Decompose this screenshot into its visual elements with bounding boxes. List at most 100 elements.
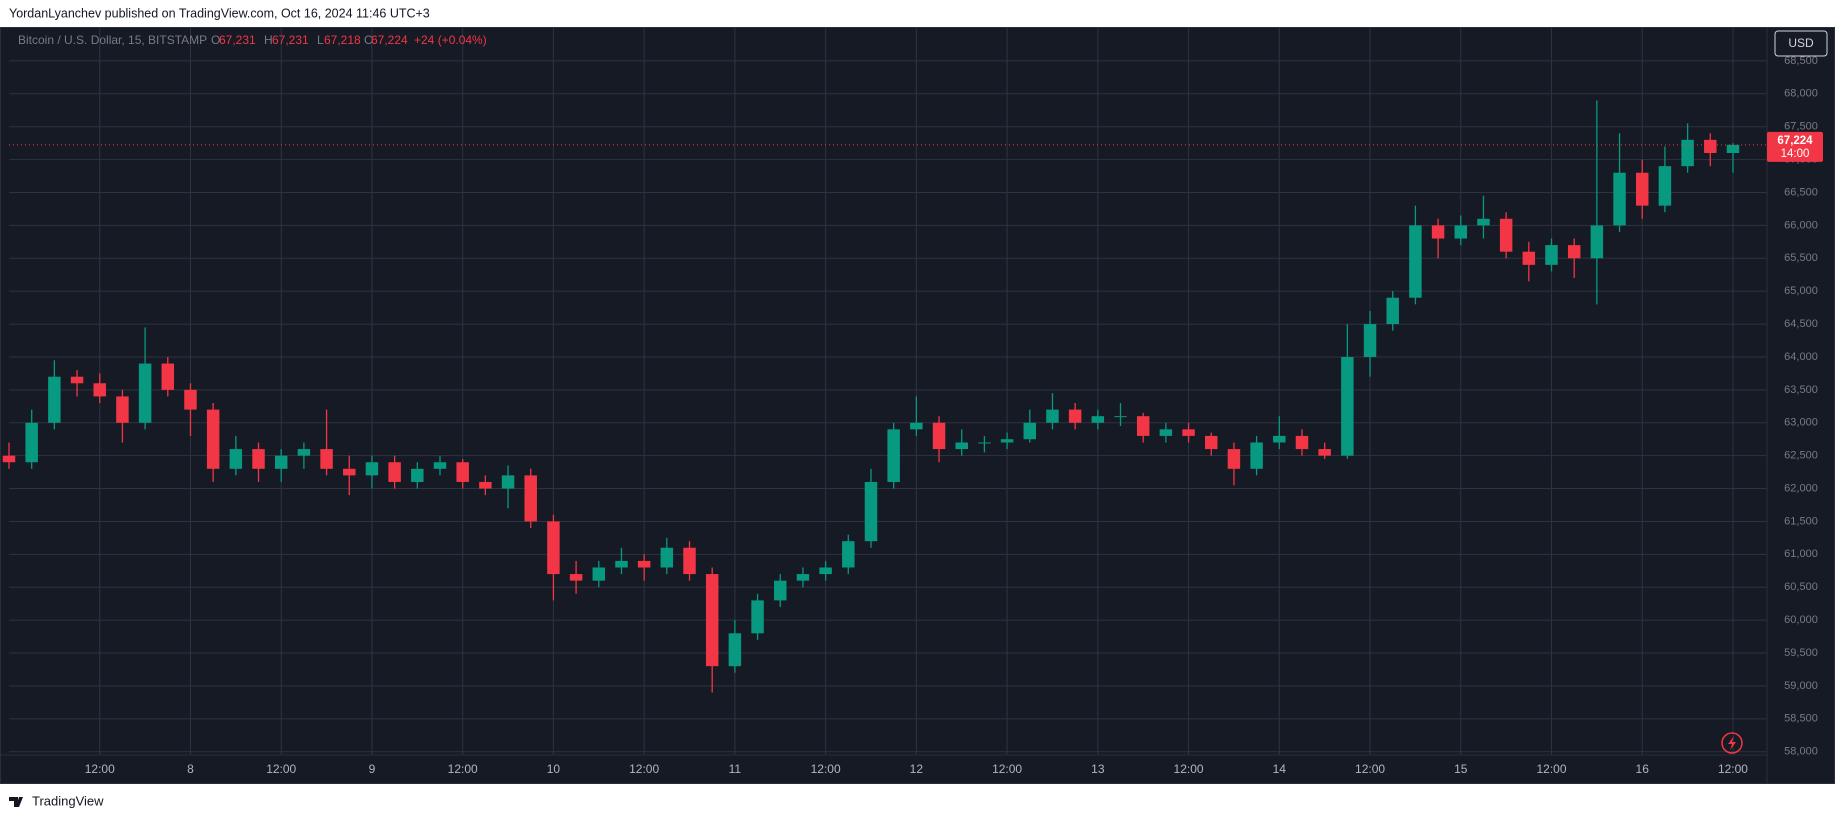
candle-body bbox=[252, 449, 265, 469]
candle-body bbox=[138, 363, 152, 423]
x-tick-label: 12:00 bbox=[992, 762, 1022, 776]
candle-body bbox=[1681, 139, 1694, 167]
candle-body bbox=[1567, 245, 1581, 259]
x-tick-label: 12:00 bbox=[1718, 762, 1748, 776]
candle-body bbox=[1613, 172, 1626, 226]
candle-body bbox=[637, 560, 651, 568]
candle-body bbox=[819, 567, 832, 575]
footer-logo bbox=[9, 797, 23, 807]
candle-body bbox=[705, 574, 719, 667]
candle-body bbox=[955, 442, 968, 450]
candle-body bbox=[1318, 449, 1331, 456]
candle-body bbox=[1386, 297, 1399, 325]
x-tick-label: 12:00 bbox=[85, 762, 115, 776]
candle-body bbox=[456, 462, 469, 482]
currency-label[interactable]: USD bbox=[1788, 36, 1814, 50]
candle-body bbox=[592, 567, 606, 581]
y-tick-label: 59,000 bbox=[1784, 680, 1818, 692]
y-tick-label: 59,500 bbox=[1784, 647, 1818, 659]
candle-body bbox=[1704, 139, 1717, 154]
ohlc-label: L bbox=[317, 33, 324, 47]
candle-body bbox=[1295, 435, 1309, 450]
ohlc-value: 67,224 bbox=[371, 33, 408, 47]
ohlc-label: C bbox=[364, 33, 373, 47]
candle-body bbox=[1431, 225, 1445, 239]
currency-button[interactable] bbox=[1774, 30, 1828, 57]
y-tick-label: 68,500 bbox=[1784, 55, 1818, 67]
x-tick-label: 15 bbox=[1454, 762, 1468, 776]
candle-body bbox=[660, 547, 674, 568]
candle-body bbox=[1000, 439, 1014, 443]
candle-body bbox=[1454, 225, 1468, 239]
candle-body bbox=[1658, 166, 1672, 206]
y-tick-label: 58,500 bbox=[1784, 713, 1818, 725]
candle-body bbox=[1499, 218, 1513, 252]
candle-body bbox=[1522, 251, 1536, 265]
candle-body bbox=[93, 383, 106, 397]
x-tick-label: 8 bbox=[187, 762, 194, 776]
icon-bolt[interactable] bbox=[1728, 736, 1736, 750]
candle-body bbox=[206, 409, 220, 469]
ohlc-value: 67,231 bbox=[272, 33, 309, 47]
ohlc-label: O bbox=[211, 33, 220, 47]
candle-body bbox=[864, 481, 878, 542]
ohlc-label: H bbox=[264, 33, 273, 47]
x-tick-label: 12:00 bbox=[629, 762, 659, 776]
candle-body bbox=[1273, 435, 1286, 443]
price-tag-value: 67,224 bbox=[1777, 135, 1813, 147]
candle-body bbox=[1136, 416, 1150, 436]
y-tick-label: 61,500 bbox=[1784, 515, 1818, 527]
replay-icon[interactable] bbox=[1721, 732, 1743, 754]
y-tick-label: 66,000 bbox=[1784, 219, 1818, 231]
candle-body bbox=[343, 468, 356, 476]
candles bbox=[2, 100, 1740, 693]
candle-body bbox=[2, 455, 16, 463]
y-tick-label: 64,500 bbox=[1784, 318, 1818, 330]
candle-body bbox=[1023, 422, 1037, 440]
price-tag-countdown: 14:00 bbox=[1781, 148, 1810, 160]
icon-circle[interactable] bbox=[1721, 732, 1743, 754]
candle-body bbox=[796, 574, 810, 581]
logo-mark bbox=[9, 797, 23, 807]
candle-body bbox=[479, 481, 492, 489]
candle-body bbox=[910, 422, 923, 430]
x-tick-label: 16 bbox=[1636, 762, 1650, 776]
x-tick-label: 12:00 bbox=[811, 762, 841, 776]
candle-body bbox=[728, 633, 742, 667]
y-tick-label: 68,000 bbox=[1784, 88, 1818, 100]
y-tick-label: 58,000 bbox=[1784, 746, 1818, 758]
candle-body bbox=[48, 376, 61, 423]
candle-body bbox=[1068, 409, 1082, 423]
x-tick-label: 10 bbox=[547, 762, 561, 776]
x-tick-label: 12 bbox=[910, 762, 924, 776]
candle-body bbox=[1114, 416, 1127, 418]
candle-body bbox=[116, 396, 129, 423]
y-tick-label: 64,000 bbox=[1784, 351, 1818, 363]
candle-body bbox=[184, 389, 197, 410]
y-tick-label: 62,500 bbox=[1784, 450, 1818, 462]
candle-body bbox=[1341, 356, 1354, 456]
x-tick-label: 12:00 bbox=[1355, 762, 1385, 776]
ohlc-value: 67,231 bbox=[219, 33, 256, 47]
x-tick-label: 12:00 bbox=[266, 762, 296, 776]
candle-body bbox=[229, 449, 243, 469]
y-tick-label: 63,000 bbox=[1784, 417, 1818, 429]
candle-body bbox=[547, 521, 560, 575]
candle-body bbox=[320, 449, 333, 469]
y-tick-label: 63,500 bbox=[1784, 384, 1818, 396]
x-tick-label: 12:00 bbox=[1536, 762, 1566, 776]
legend: Bitcoin / U.S. Dollar, 15, BITSTAMP O 67… bbox=[18, 33, 487, 47]
y-tick-label: 65,500 bbox=[1784, 252, 1818, 264]
candle-body bbox=[274, 455, 288, 469]
candle-body bbox=[774, 580, 787, 601]
y-tick-label: 66,500 bbox=[1784, 186, 1818, 198]
y-tick-label: 65,000 bbox=[1784, 285, 1818, 297]
candle-body bbox=[887, 429, 900, 482]
candle-body bbox=[1159, 429, 1173, 436]
candle-body bbox=[1250, 442, 1263, 469]
x-tick-label: 11 bbox=[729, 762, 742, 776]
candle-body bbox=[1409, 225, 1422, 298]
candle-body bbox=[365, 462, 379, 476]
candle-body bbox=[978, 442, 991, 444]
candle-body bbox=[842, 541, 855, 568]
